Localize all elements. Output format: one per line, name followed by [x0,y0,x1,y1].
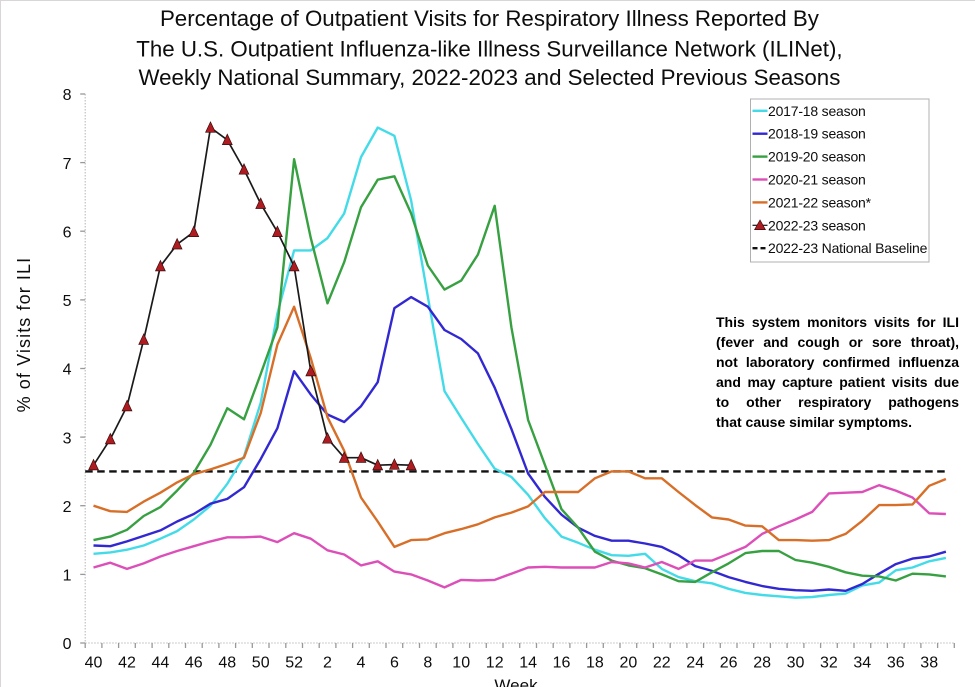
svg-text:2017-18 season: 2017-18 season [768,103,866,119]
svg-text:Percentage of Outpatient Visit: Percentage of Outpatient Visits for Resp… [160,6,820,31]
svg-text:6: 6 [390,655,399,672]
svg-text:18: 18 [586,655,604,672]
svg-text:36: 36 [887,655,905,672]
svg-text:0: 0 [63,636,72,653]
svg-text:44: 44 [152,655,170,672]
svg-text:2: 2 [323,655,332,672]
svg-text:34: 34 [853,655,871,672]
svg-text:2: 2 [63,499,72,516]
svg-text:4: 4 [357,655,366,672]
svg-text:50: 50 [252,655,270,672]
svg-text:14: 14 [519,655,537,672]
svg-text:5: 5 [63,293,72,310]
svg-text:8: 8 [63,87,72,104]
svg-text:Weekly National Summary, 2022-: Weekly National Summary, 2022-2023 and S… [138,65,840,90]
svg-text:2019-20 season: 2019-20 season [768,149,866,165]
svg-text:% of Visits for ILI: % of Visits for ILI [14,257,34,413]
svg-text:20: 20 [620,655,638,672]
svg-text:32: 32 [820,655,838,672]
svg-text:2021-22 season*: 2021-22 season* [768,194,872,210]
svg-text:30: 30 [787,655,805,672]
svg-text:2022-23 National Baseline: 2022-23 National Baseline [768,240,928,256]
svg-text:22: 22 [653,655,671,672]
svg-text:8: 8 [423,655,432,672]
svg-text:2020-21 season: 2020-21 season [768,172,866,188]
svg-text:42: 42 [118,655,136,672]
svg-text:16: 16 [553,655,571,672]
svg-text:2022-23 season: 2022-23 season [768,217,866,233]
svg-text:2018-19 season: 2018-19 season [768,126,866,142]
svg-text:46: 46 [185,655,203,672]
svg-text:Week: Week [494,676,538,687]
svg-text:28: 28 [753,655,771,672]
svg-text:10: 10 [452,655,470,672]
svg-text:The U.S. Outpatient Influenza-: The U.S. Outpatient Influenza-like Illne… [136,36,842,61]
svg-text:52: 52 [285,655,303,672]
svg-text:26: 26 [720,655,738,672]
svg-text:6: 6 [63,224,72,241]
svg-text:40: 40 [85,655,103,672]
svg-text:7: 7 [63,156,72,173]
svg-text:12: 12 [486,655,504,672]
svg-text:3: 3 [63,430,72,447]
svg-text:1: 1 [63,568,72,585]
svg-text:38: 38 [920,655,938,672]
svg-text:48: 48 [218,655,236,672]
svg-text:24: 24 [686,655,704,672]
svg-text:4: 4 [63,362,72,379]
